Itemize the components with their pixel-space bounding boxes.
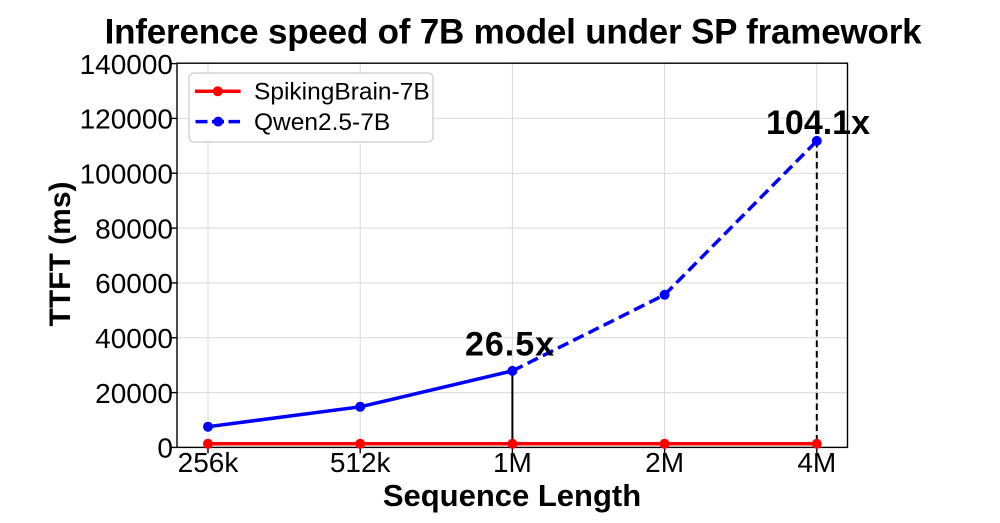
- svg-text:Sequence Length: Sequence Length: [383, 478, 641, 513]
- svg-text:104.1x: 104.1x: [766, 104, 870, 142]
- svg-text:0: 0: [157, 433, 173, 464]
- svg-text:1M: 1M: [493, 447, 532, 478]
- svg-text:Qwen2.5-7B: Qwen2.5-7B: [254, 109, 390, 136]
- svg-text:256k: 256k: [178, 447, 240, 478]
- svg-text:26.5x: 26.5x: [465, 326, 555, 364]
- svg-text:140000: 140000: [80, 49, 173, 80]
- svg-text:120000: 120000: [80, 104, 173, 135]
- svg-text:60000: 60000: [95, 268, 173, 299]
- svg-text:4M: 4M: [797, 447, 836, 478]
- svg-text:40000: 40000: [95, 323, 173, 354]
- svg-text:80000: 80000: [95, 213, 173, 244]
- svg-text:TTFT (ms): TTFT (ms): [44, 182, 77, 327]
- svg-text:SpikingBrain-7B: SpikingBrain-7B: [254, 78, 430, 105]
- svg-text:Inference speed of 7B model un: Inference speed of 7B model under SP fra…: [105, 13, 923, 52]
- svg-text:100000: 100000: [80, 158, 173, 189]
- svg-text:512k: 512k: [330, 447, 392, 478]
- svg-text:20000: 20000: [95, 378, 173, 409]
- svg-text:2M: 2M: [645, 447, 684, 478]
